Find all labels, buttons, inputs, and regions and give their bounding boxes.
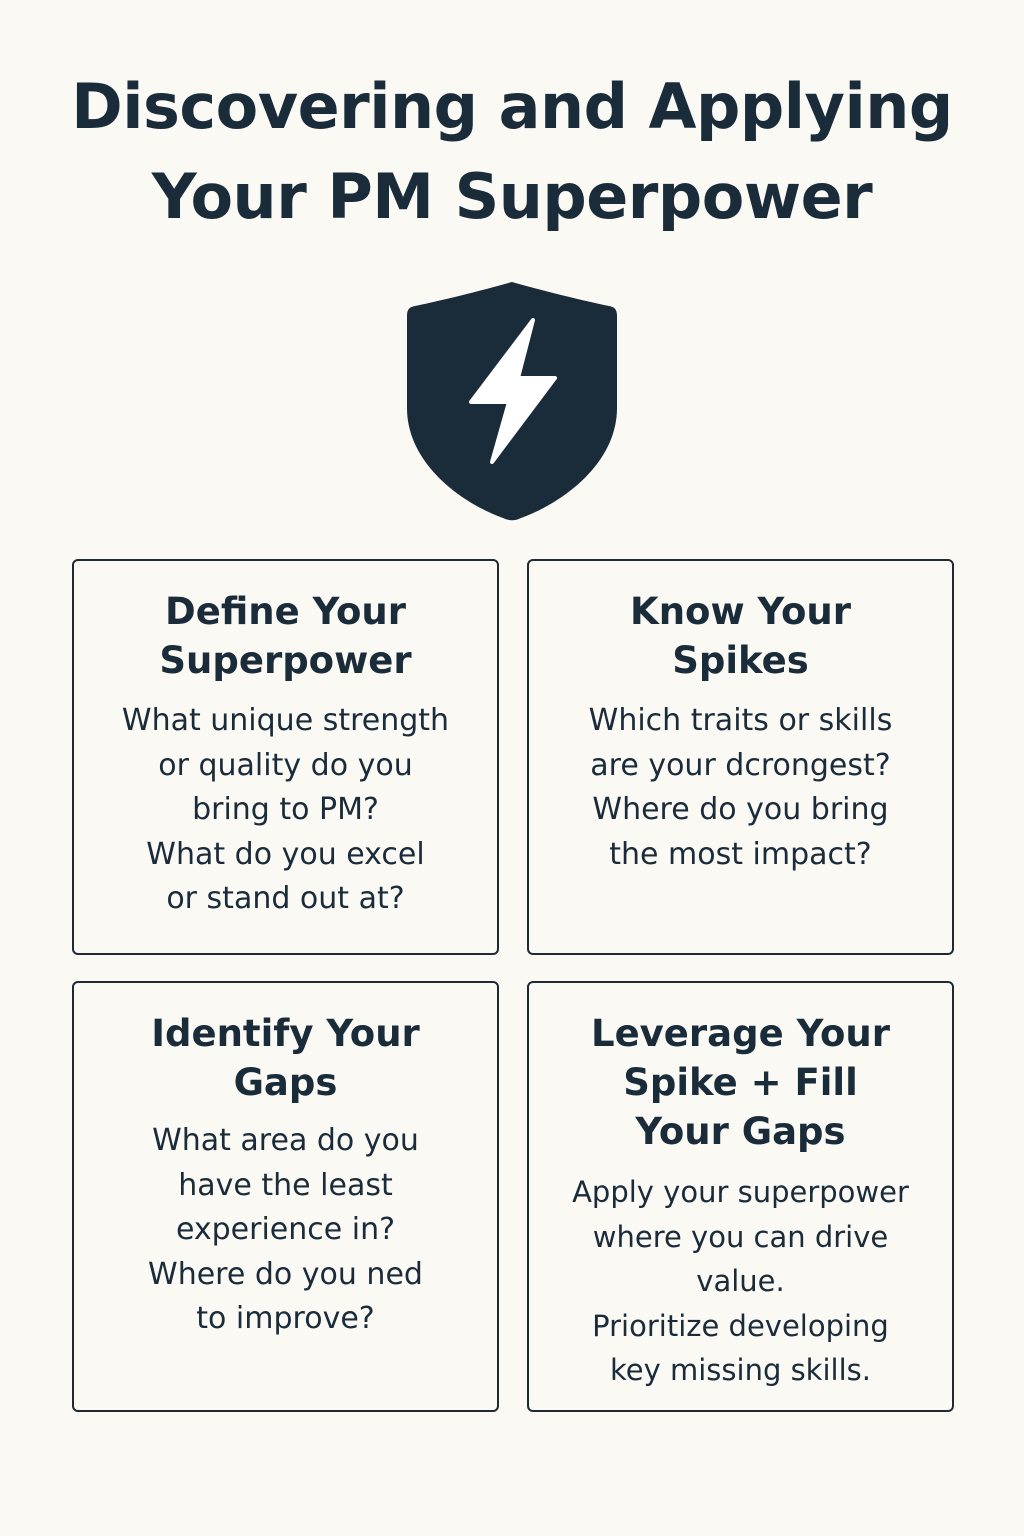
card-body-line: are your dcrongest? <box>590 747 891 783</box>
page-title-line: Discovering and Applying <box>71 70 953 143</box>
card-body-line: What do you excel <box>146 836 425 872</box>
card-body-line: Where do you ned <box>148 1256 423 1292</box>
card-body: What area do you have the least experien… <box>74 1119 497 1342</box>
page-title: Discovering and Applying Your PM Superpo… <box>0 62 1024 242</box>
card-body-line: where you can drive <box>592 1219 889 1254</box>
card-title-line: Spike + Fill <box>623 1061 858 1104</box>
card-body-line: Prioritize developing <box>592 1308 889 1343</box>
card-title-line: Define Your <box>165 590 406 633</box>
card-body-line: bring to PM? <box>192 792 379 827</box>
card-title-line: Gaps <box>233 1061 338 1104</box>
card-body: Which traits or skills are your dcronges… <box>529 699 952 877</box>
card-title: Know Your Spikes <box>529 587 952 685</box>
card-body: What unique strength or quality do you b… <box>74 699 497 922</box>
card-body-line: Apply your superpower <box>572 1175 909 1209</box>
card-define-superpower: Define Your Superpower What unique stren… <box>72 559 499 955</box>
card-title-line: Identify Your <box>151 1012 420 1055</box>
page-title-line: Your PM Superpower <box>151 160 873 233</box>
card-title-line: Leverage Your <box>591 1012 890 1055</box>
card-body: Apply your superpower where you can driv… <box>529 1170 952 1393</box>
card-body-line: Where do you bring <box>592 792 889 827</box>
card-body-line: What area do you <box>152 1123 419 1158</box>
lightning-bolt-shape <box>469 318 557 464</box>
card-leverage-spike-fill-gaps: Leverage Your Spike + Fill Your Gaps App… <box>527 981 954 1412</box>
card-body-line: experience in? <box>175 1212 396 1247</box>
card-body-line: have the least <box>178 1167 393 1203</box>
card-body-line: What unique strength <box>121 703 450 738</box>
card-body-line: to improve? <box>196 1301 375 1336</box>
card-know-spikes: Know Your Spikes Which traits or skills … <box>527 559 954 955</box>
card-title: Identify Your Gaps <box>74 1009 497 1107</box>
card-body-line: key missing skills. <box>610 1353 871 1387</box>
card-identify-gaps: Identify Your Gaps What area do you have… <box>72 981 499 1412</box>
shield-lightning-icon <box>407 282 617 521</box>
card-body-line: or stand out at? <box>166 881 405 916</box>
card-body-line: or quality do you <box>158 747 413 783</box>
card-title-line: Spikes <box>672 639 809 682</box>
card-title: Leverage Your Spike + Fill Your Gaps <box>529 1009 952 1156</box>
card-title: Define Your Superpower <box>74 587 497 685</box>
card-body-line: the most impact? <box>609 836 872 872</box>
card-title-line: Superpower <box>159 639 412 682</box>
card-title-line: Your Gaps <box>635 1110 846 1153</box>
card-body-line: value. <box>696 1264 785 1298</box>
card-title-line: Know Your <box>630 590 851 633</box>
card-body-line: Which traits or skills <box>588 703 893 738</box>
